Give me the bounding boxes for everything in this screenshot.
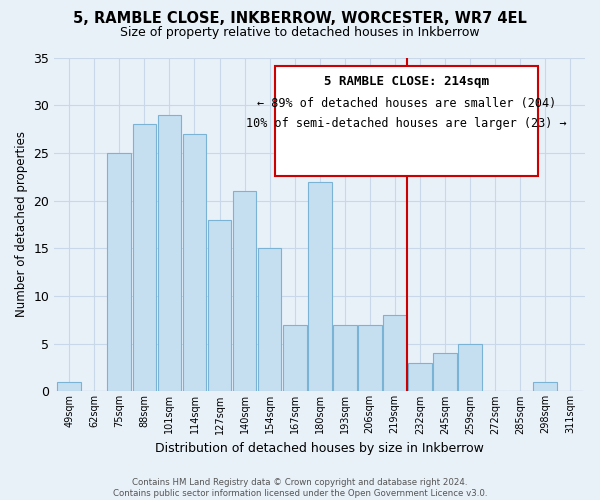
Text: 10% of semi-detached houses are larger (23) →: 10% of semi-detached houses are larger (…: [246, 118, 566, 130]
X-axis label: Distribution of detached houses by size in Inkberrow: Distribution of detached houses by size …: [155, 442, 484, 455]
Text: 5, RAMBLE CLOSE, INKBERROW, WORCESTER, WR7 4EL: 5, RAMBLE CLOSE, INKBERROW, WORCESTER, W…: [73, 11, 527, 26]
Text: Contains HM Land Registry data © Crown copyright and database right 2024.
Contai: Contains HM Land Registry data © Crown c…: [113, 478, 487, 498]
Bar: [433, 353, 457, 392]
Text: Size of property relative to detached houses in Inkberrow: Size of property relative to detached ho…: [120, 26, 480, 39]
Bar: [533, 382, 557, 392]
Text: ← 89% of detached houses are smaller (204): ← 89% of detached houses are smaller (20…: [257, 98, 556, 110]
Bar: [233, 191, 256, 392]
Text: 5 RAMBLE CLOSE: 214sqm: 5 RAMBLE CLOSE: 214sqm: [324, 75, 489, 88]
Bar: [257, 248, 281, 392]
Bar: [133, 124, 157, 392]
Bar: [158, 114, 181, 392]
Bar: [408, 363, 431, 392]
Bar: [333, 324, 356, 392]
Bar: [283, 324, 307, 392]
Bar: [58, 382, 81, 392]
Bar: [458, 344, 482, 392]
Y-axis label: Number of detached properties: Number of detached properties: [15, 132, 28, 318]
Bar: [383, 315, 407, 392]
Bar: [208, 220, 232, 392]
Bar: [358, 324, 382, 392]
Bar: [182, 134, 206, 392]
Bar: [308, 182, 332, 392]
Bar: [107, 153, 131, 392]
